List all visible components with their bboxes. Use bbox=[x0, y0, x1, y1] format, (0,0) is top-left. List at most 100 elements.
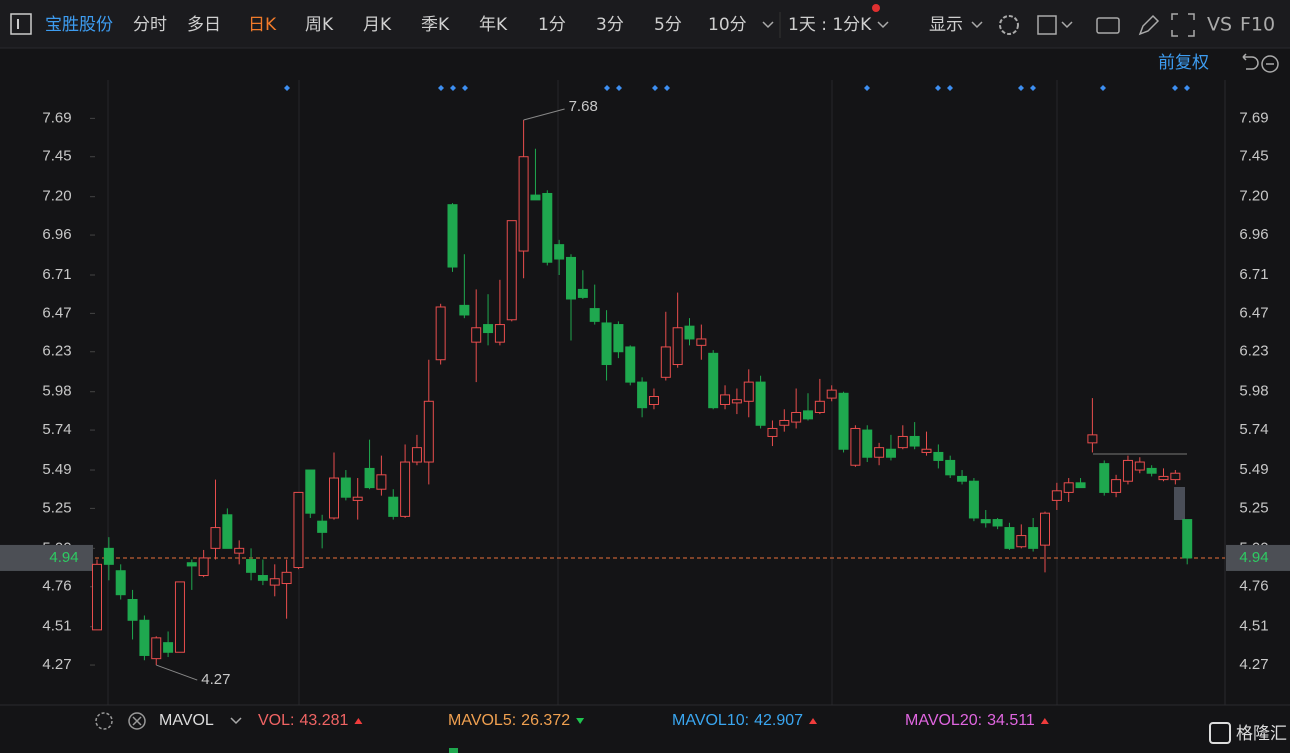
dropdown-arrow[interactable] bbox=[971, 21, 983, 29]
notice-dot bbox=[872, 4, 880, 12]
candle-body bbox=[577, 288, 588, 298]
indicator-close[interactable] bbox=[128, 712, 146, 730]
y-tick-label: 6.47 bbox=[42, 304, 71, 321]
period-tab[interactable]: 10分 bbox=[708, 15, 747, 35]
candle-body bbox=[613, 324, 624, 353]
toolbar bbox=[0, 0, 1290, 48]
candle-body bbox=[198, 557, 209, 577]
candle-body bbox=[921, 448, 932, 453]
candle-body bbox=[1158, 475, 1169, 481]
candle-body bbox=[1122, 459, 1133, 482]
y-tick-label: 5.98 bbox=[42, 383, 71, 400]
candle-body bbox=[957, 475, 968, 482]
period-tab[interactable]: 分时 bbox=[133, 15, 167, 35]
candle-body bbox=[329, 477, 339, 519]
indicator-label: VOL: bbox=[258, 712, 294, 729]
candle-body bbox=[281, 571, 292, 585]
y-tick-label: 5.74 bbox=[42, 421, 71, 438]
candle-body bbox=[222, 514, 233, 549]
price-tag-right bbox=[1226, 544, 1290, 571]
candle-body bbox=[435, 306, 446, 361]
annotation-leader bbox=[156, 664, 198, 681]
period-tab[interactable]: 多日 bbox=[187, 15, 221, 35]
y-tick-label: 6.23 bbox=[42, 343, 71, 360]
candle-body bbox=[826, 389, 837, 399]
period-tab[interactable]: 季K bbox=[421, 15, 450, 35]
y-tick-label-right: 6.96 bbox=[1239, 226, 1268, 243]
candle-body bbox=[720, 394, 731, 405]
candle-body bbox=[340, 477, 351, 498]
candle-body bbox=[992, 519, 1003, 527]
display-select[interactable]: 显示 bbox=[929, 15, 963, 35]
volume-bar-peek bbox=[449, 748, 458, 753]
period-tab[interactable]: 3分 bbox=[596, 15, 624, 35]
candle-body bbox=[968, 480, 979, 519]
dropdown-arrow[interactable] bbox=[230, 717, 242, 725]
annotation-label: 7.68 bbox=[569, 98, 598, 115]
candle-body bbox=[103, 547, 114, 565]
indicator-value: 43.281 bbox=[299, 712, 348, 729]
settings-icon[interactable] bbox=[999, 15, 1019, 35]
menu-icon[interactable] bbox=[10, 13, 32, 35]
candle-body bbox=[1028, 527, 1039, 549]
candle-body bbox=[174, 581, 185, 653]
camera-icon[interactable] bbox=[1096, 17, 1120, 34]
dropdown-arrow[interactable] bbox=[762, 21, 774, 29]
period-tab-active[interactable]: 日K bbox=[248, 15, 277, 35]
candle-body bbox=[648, 395, 659, 405]
f10-button[interactable]: F10 bbox=[1240, 14, 1275, 36]
candle-body bbox=[163, 642, 174, 653]
dropdown-arrow[interactable] bbox=[1061, 21, 1073, 29]
fullscreen-icon[interactable] bbox=[1171, 13, 1195, 37]
period-tab[interactable]: 月K bbox=[363, 15, 392, 35]
y-tick-label: 7.45 bbox=[42, 148, 71, 165]
vs-button[interactable]: VS bbox=[1207, 14, 1232, 36]
candle-body bbox=[210, 527, 221, 549]
dropdown-arrow[interactable] bbox=[877, 21, 889, 29]
layout-icon[interactable] bbox=[1037, 15, 1057, 35]
y-tick-label-right: 4.27 bbox=[1239, 656, 1268, 673]
event-markers bbox=[284, 85, 1190, 91]
draw-icon[interactable] bbox=[1138, 14, 1160, 36]
y-tick-label: 6.96 bbox=[42, 226, 71, 243]
candle-body bbox=[933, 451, 944, 461]
y-tick-label: 7.69 bbox=[42, 109, 71, 126]
period-tab[interactable]: 年K bbox=[479, 15, 508, 35]
candle-body bbox=[684, 325, 695, 340]
candle-body bbox=[115, 570, 126, 596]
candle-body bbox=[1170, 472, 1181, 481]
candle-body bbox=[388, 496, 399, 517]
candle-body bbox=[909, 435, 920, 447]
period-tab[interactable]: 5分 bbox=[654, 15, 682, 35]
trend-arrow bbox=[1040, 718, 1049, 724]
candle-body bbox=[791, 411, 802, 423]
candle-body bbox=[1040, 512, 1050, 546]
period-tab[interactable]: 周K bbox=[305, 15, 334, 35]
candle-body bbox=[246, 559, 257, 573]
candle-body bbox=[447, 204, 458, 268]
candle-body bbox=[506, 220, 517, 321]
candle-body bbox=[743, 381, 754, 402]
zoom-out-icon[interactable] bbox=[1261, 55, 1279, 73]
stock-name[interactable]: 宝胜股份 bbox=[45, 15, 113, 35]
indicator-name[interactable]: MAVOL bbox=[159, 712, 214, 729]
indicator-settings[interactable] bbox=[95, 712, 113, 730]
indicator-label: MAVOL5: bbox=[448, 712, 516, 729]
price-tag-label: 4.94 bbox=[1239, 549, 1268, 566]
interval-select[interactable]: 1天 : 1分K bbox=[788, 15, 872, 35]
y-tick-label-right: 5.74 bbox=[1239, 421, 1268, 438]
y-tick-label: 4.51 bbox=[42, 618, 71, 635]
y-tick-label-right: 5.25 bbox=[1239, 499, 1268, 516]
y-tick-label: 5.25 bbox=[42, 499, 71, 516]
candle-body bbox=[400, 461, 411, 517]
period-tab[interactable]: 1分 bbox=[538, 15, 566, 35]
candle-body bbox=[151, 637, 162, 660]
reset-icon[interactable] bbox=[1242, 53, 1259, 70]
candle-body bbox=[364, 467, 375, 489]
candle-body bbox=[554, 244, 565, 260]
candle-body bbox=[731, 399, 742, 404]
adjust-select[interactable]: 前复权 bbox=[1158, 53, 1209, 73]
candle-body bbox=[637, 381, 648, 409]
